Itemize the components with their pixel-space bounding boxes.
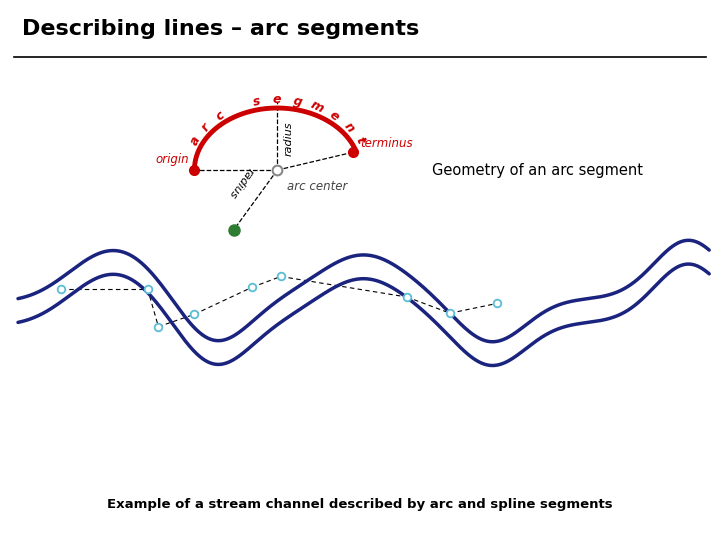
Text: r: r <box>199 120 212 133</box>
Text: n: n <box>341 119 356 134</box>
Text: t: t <box>352 135 366 146</box>
Text: g: g <box>292 94 303 109</box>
Text: origin: origin <box>156 153 189 166</box>
Text: s: s <box>252 94 262 109</box>
Text: c: c <box>213 108 227 123</box>
Text: e: e <box>327 108 342 123</box>
Text: m: m <box>308 98 325 116</box>
Text: e: e <box>273 93 282 106</box>
Text: radius: radius <box>226 166 255 200</box>
Text: Example of a stream channel described by arc and spline segments: Example of a stream channel described by… <box>107 498 613 511</box>
Text: terminus: terminus <box>360 137 413 150</box>
Text: Describing lines – arc segments: Describing lines – arc segments <box>22 19 419 39</box>
Text: radius: radius <box>283 122 293 156</box>
Text: arc center: arc center <box>287 180 348 193</box>
Text: Geometry of an arc segment: Geometry of an arc segment <box>432 163 643 178</box>
Text: a: a <box>187 134 202 147</box>
